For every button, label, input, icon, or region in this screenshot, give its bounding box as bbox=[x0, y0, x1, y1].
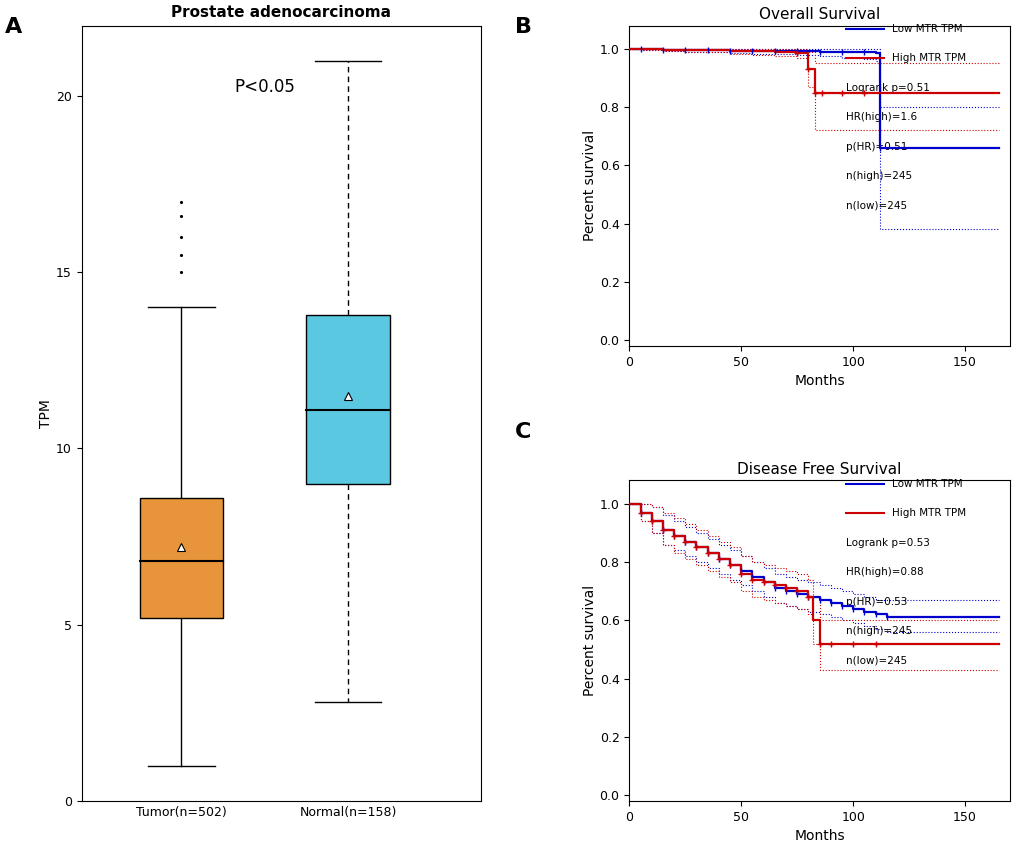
Text: Logrank p=0.51: Logrank p=0.51 bbox=[846, 83, 929, 93]
Text: High MTR TPM: High MTR TPM bbox=[891, 53, 965, 63]
Text: n(low)=245: n(low)=245 bbox=[846, 655, 907, 665]
Text: n(high)=245: n(high)=245 bbox=[846, 626, 911, 636]
Text: C: C bbox=[515, 422, 531, 441]
Text: B: B bbox=[515, 17, 532, 37]
Text: HR(high)=1.6: HR(high)=1.6 bbox=[846, 112, 916, 122]
Text: A: A bbox=[5, 17, 22, 37]
Y-axis label: Percent survival: Percent survival bbox=[582, 585, 596, 696]
Text: P<0.05: P<0.05 bbox=[234, 78, 294, 96]
Text: n(high)=245: n(high)=245 bbox=[846, 171, 911, 181]
Text: High MTR TPM: High MTR TPM bbox=[891, 508, 965, 518]
Bar bbox=[306, 314, 389, 484]
Text: Logrank p=0.53: Logrank p=0.53 bbox=[846, 538, 929, 548]
Text: p(HR)=0.51: p(HR)=0.51 bbox=[846, 141, 907, 152]
Text: HR(high)=0.88: HR(high)=0.88 bbox=[846, 567, 923, 577]
Y-axis label: TPM: TPM bbox=[39, 399, 53, 428]
Bar bbox=[140, 498, 223, 618]
Text: p(HR)=0.53: p(HR)=0.53 bbox=[846, 596, 907, 607]
Title: Disease Free Survival: Disease Free Survival bbox=[737, 462, 901, 476]
Text: Low MTR TPM: Low MTR TPM bbox=[891, 24, 962, 34]
X-axis label: Months: Months bbox=[794, 829, 844, 843]
Text: Low MTR TPM: Low MTR TPM bbox=[891, 479, 962, 489]
Text: n(low)=245: n(low)=245 bbox=[846, 200, 907, 210]
Title: Prostate adenocarcinoma: Prostate adenocarcinoma bbox=[171, 5, 391, 20]
Title: Overall Survival: Overall Survival bbox=[758, 7, 879, 21]
X-axis label: Months: Months bbox=[794, 374, 844, 389]
Y-axis label: Percent survival: Percent survival bbox=[582, 130, 596, 241]
